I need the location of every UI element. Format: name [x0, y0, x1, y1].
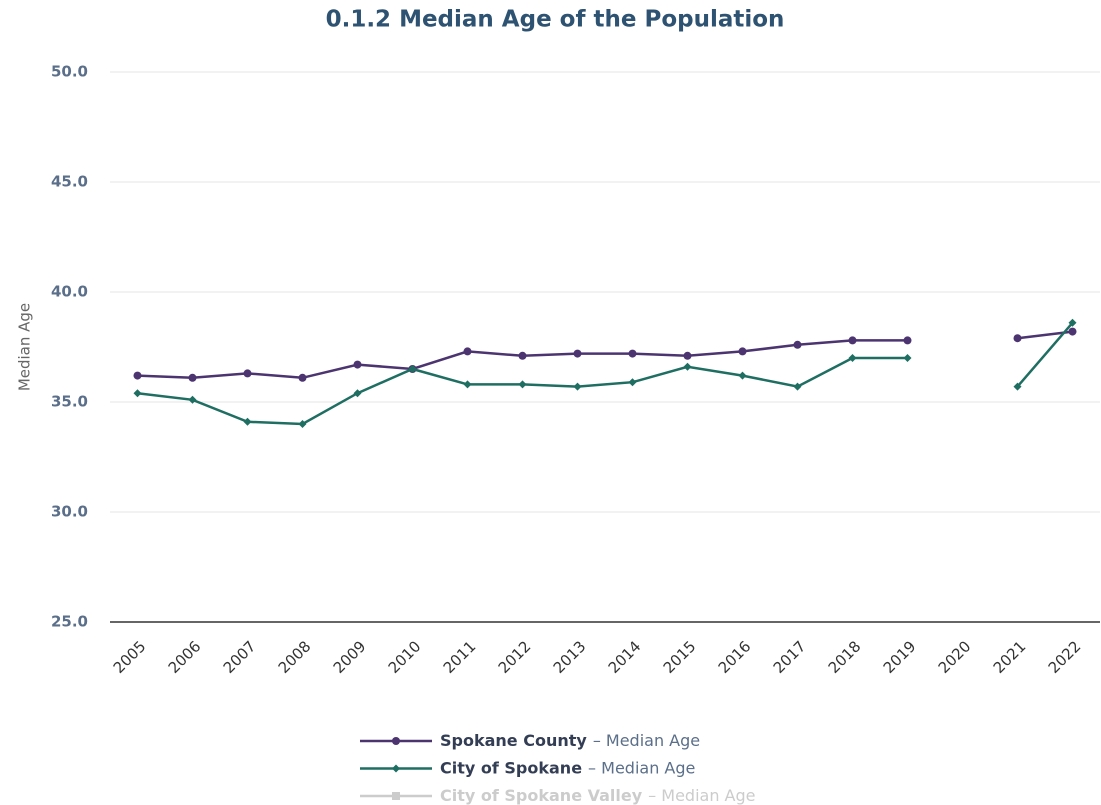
legend-item[interactable]: Spokane County – Median Age	[360, 731, 700, 750]
point	[628, 378, 637, 387]
legend-suffix: – Median Age	[593, 731, 700, 750]
point	[683, 351, 692, 360]
point	[463, 347, 472, 356]
point	[188, 395, 197, 404]
point	[738, 347, 747, 356]
series-line	[137, 330, 1073, 380]
x-tick-label: 2020	[935, 637, 975, 677]
x-tick-label: 2019	[880, 637, 920, 677]
x-tick-label: 2022	[1045, 637, 1085, 677]
point	[188, 373, 197, 382]
x-tick-label: 2005	[110, 637, 150, 677]
y-axis-title: Median Age	[16, 303, 34, 391]
point	[848, 354, 857, 362]
point	[683, 362, 692, 371]
legend-suffix: – Median Age	[588, 758, 695, 777]
x-tick-label: 2016	[715, 637, 755, 677]
legend-suffix: – Median Age	[648, 786, 755, 805]
x-tick-label: 2014	[605, 637, 645, 677]
point	[628, 349, 637, 358]
point	[518, 380, 527, 389]
point	[298, 420, 307, 428]
x-tick-label: 2012	[495, 637, 535, 677]
point	[573, 382, 582, 391]
legend-item[interactable]: City of Spokane – Median Age	[360, 758, 695, 777]
point	[1068, 318, 1077, 327]
y-tick-label: 25.0	[51, 613, 88, 631]
chart-title: 0.1.2 Median Age of the Population	[326, 7, 785, 33]
x-tick-label: 2021	[990, 637, 1030, 677]
point	[353, 360, 362, 369]
x-tick-label: 2017	[770, 637, 810, 677]
y-tick-label: 45.0	[51, 173, 88, 191]
point	[243, 417, 252, 426]
point	[738, 371, 747, 380]
y-tick-label: 30.0	[51, 503, 88, 521]
y-tick-label: 50.0	[51, 63, 88, 81]
point	[518, 351, 527, 360]
point	[573, 349, 582, 358]
legend-label: City of Spokane Valley – Median Age	[440, 786, 755, 805]
point	[243, 369, 252, 378]
x-tick-label: 2008	[275, 637, 315, 677]
x-tick-label: 2013	[550, 637, 590, 677]
point	[1013, 334, 1022, 343]
x-tick-label: 2009	[330, 637, 370, 677]
point	[793, 340, 802, 349]
x-tick-label: 2015	[660, 637, 700, 677]
point	[408, 365, 417, 373]
point	[1013, 382, 1022, 391]
y-tick-label: 35.0	[51, 393, 88, 411]
point	[392, 737, 400, 745]
legend-name: City of Spokane Valley	[440, 786, 643, 805]
x-tick-label: 2006	[165, 637, 205, 677]
point	[793, 382, 802, 391]
legend-label: Spokane County – Median Age	[440, 731, 700, 750]
y-tick-label: 40.0	[51, 283, 88, 301]
point	[463, 380, 472, 389]
x-tick-label: 2018	[825, 637, 865, 677]
point	[392, 764, 400, 773]
point	[392, 792, 400, 800]
point	[903, 336, 912, 345]
point	[133, 371, 142, 380]
point	[903, 354, 912, 362]
point	[848, 336, 857, 345]
legend-name: City of Spokane	[440, 758, 582, 777]
x-tick-label: 2010	[385, 637, 425, 677]
x-tick-label: 2007	[220, 637, 260, 677]
point	[353, 389, 362, 398]
series-line	[137, 321, 1074, 426]
point	[298, 373, 307, 382]
point	[1068, 327, 1077, 336]
legend-item[interactable]: City of Spokane Valley – Median Age	[360, 786, 755, 805]
legend-name: Spokane County	[440, 731, 587, 750]
x-tick-label: 2011	[440, 637, 480, 677]
point	[133, 389, 142, 398]
legend-label: City of Spokane – Median Age	[440, 758, 695, 777]
